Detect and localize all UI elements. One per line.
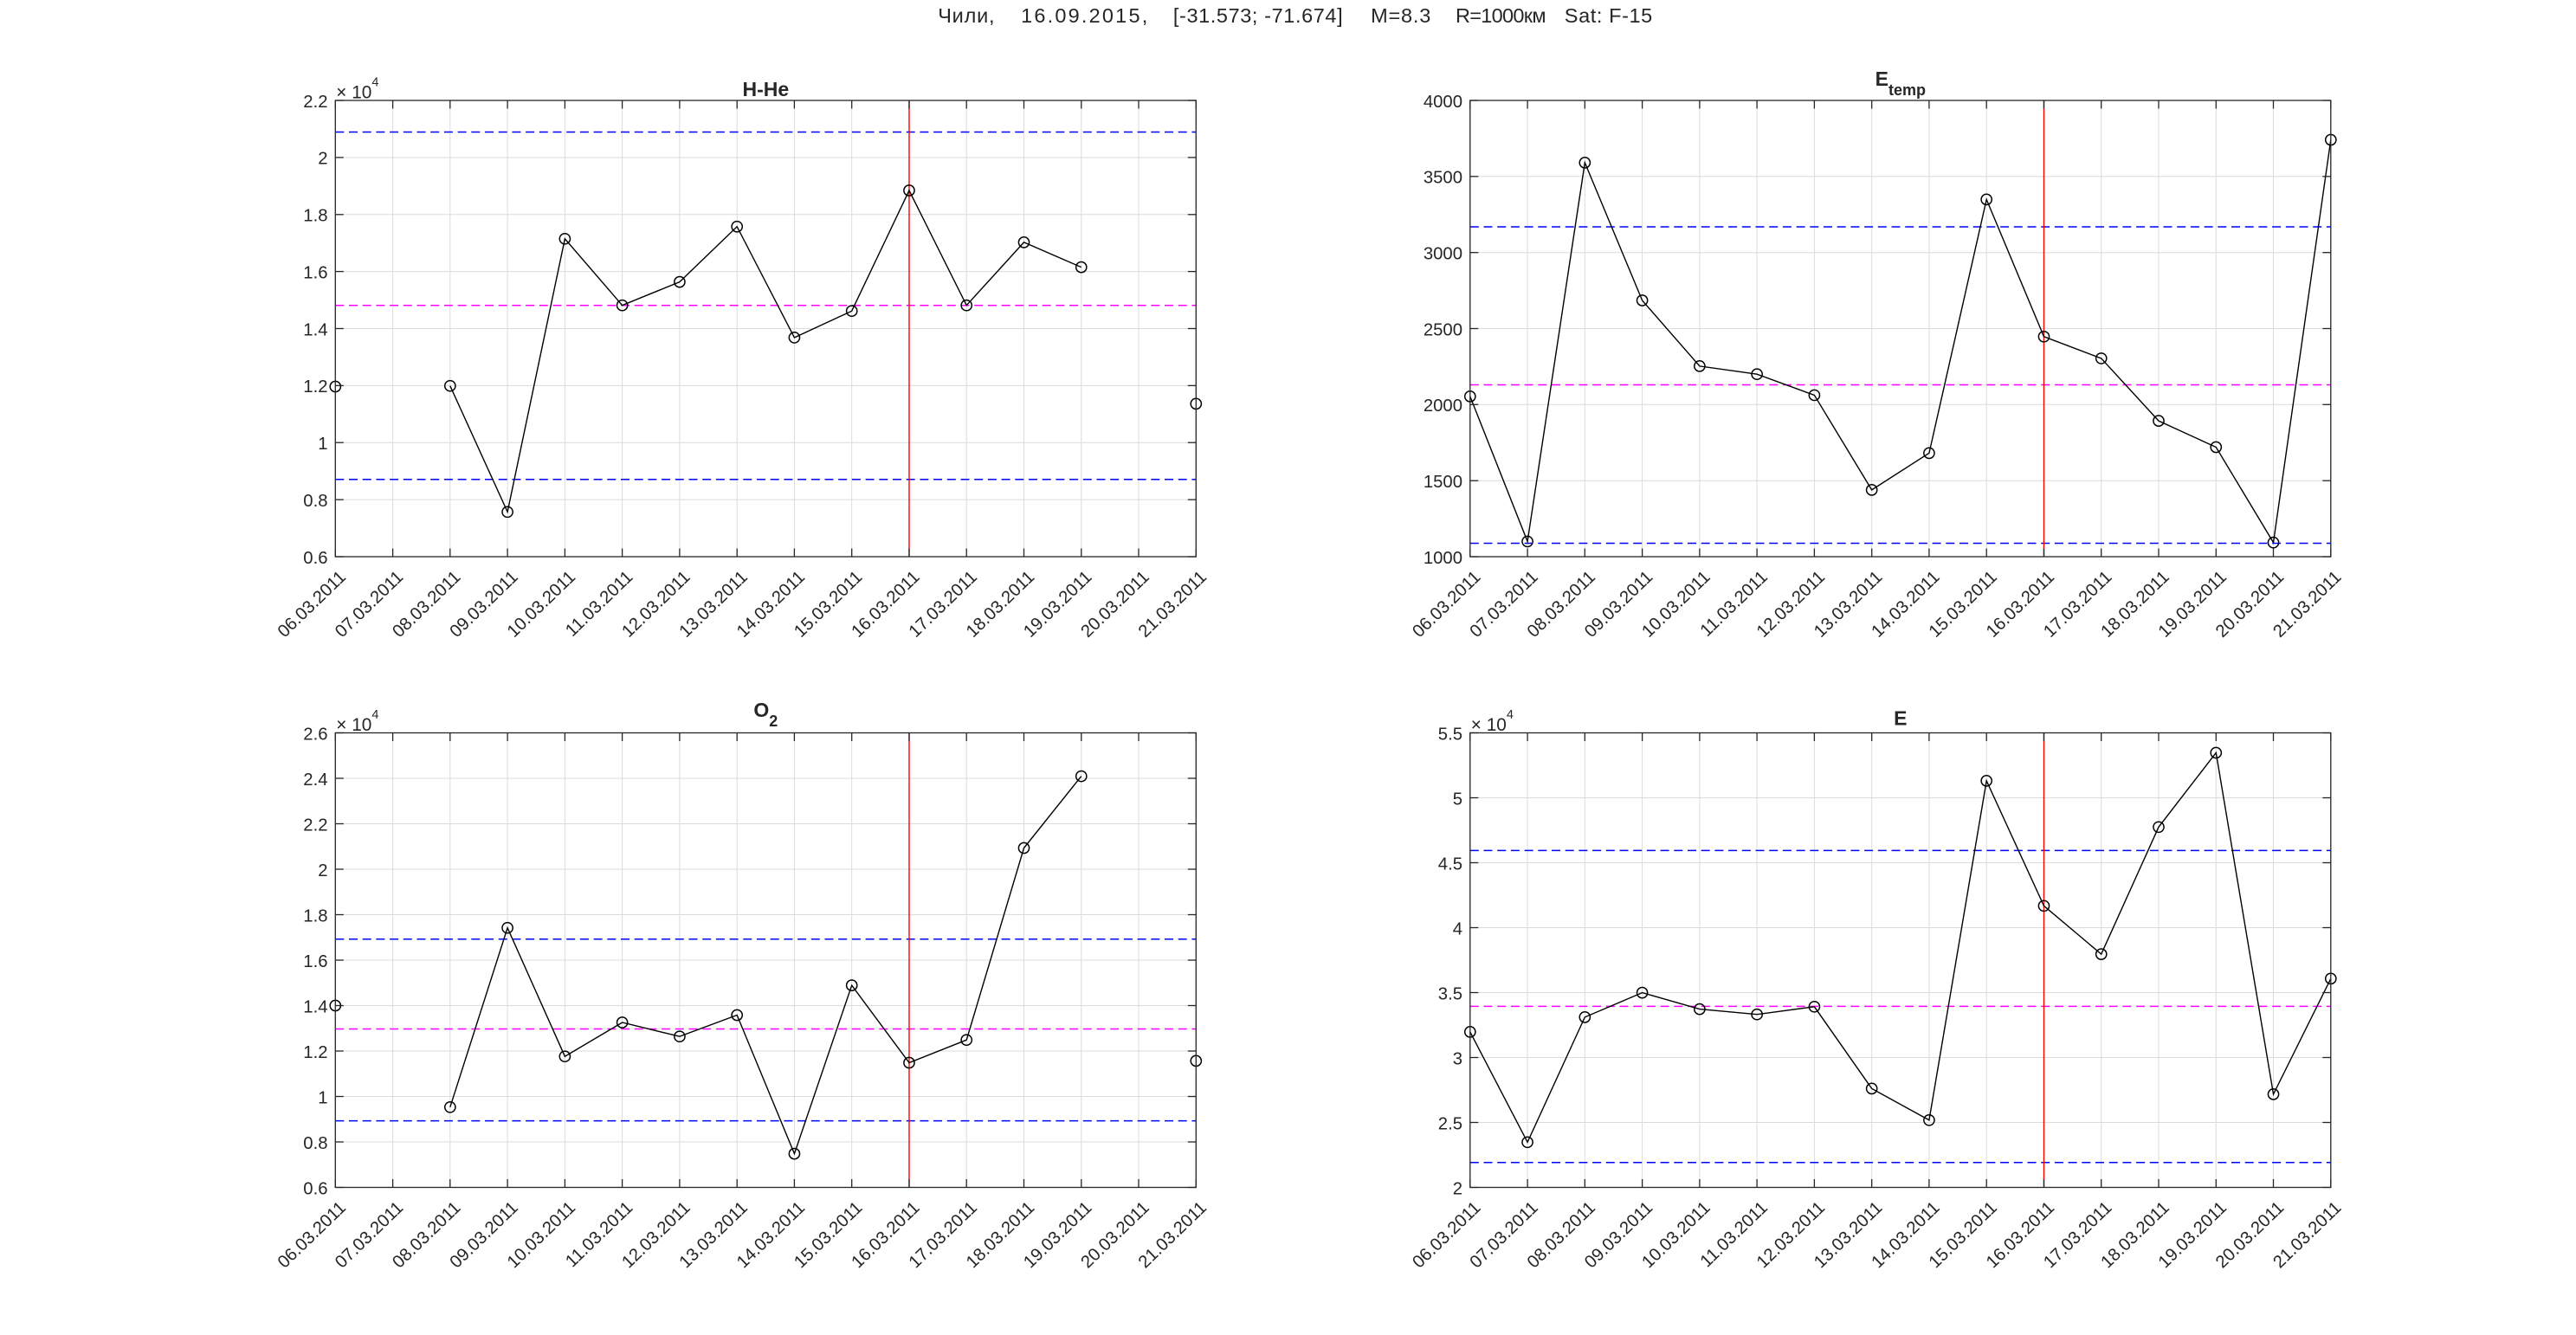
svg-text:5.5: 5.5: [1438, 725, 1462, 744]
svg-text:3.5: 3.5: [1438, 984, 1462, 1003]
svg-text:2.4: 2.4: [303, 771, 327, 790]
svg-text:5: 5: [1453, 790, 1462, 809]
svg-text:R=1000км: R=1000км: [1456, 4, 1546, 27]
svg-text:2: 2: [318, 861, 327, 880]
svg-text:1.8: 1.8: [303, 906, 327, 925]
svg-text:1: 1: [318, 1088, 327, 1107]
svg-text:1000: 1000: [1424, 549, 1462, 568]
svg-text:Sat: F-15: Sat: F-15: [1565, 4, 1653, 27]
svg-text:3500: 3500: [1424, 169, 1462, 188]
svg-text:M=8.3: M=8.3: [1371, 4, 1431, 27]
svg-text:1.4: 1.4: [303, 997, 327, 1016]
svg-text:16.09.2015,: 16.09.2015,: [1021, 4, 1149, 27]
svg-text:Чили,: Чили,: [938, 4, 995, 27]
svg-text:0.6: 0.6: [303, 1179, 327, 1198]
svg-text:2500: 2500: [1424, 320, 1462, 339]
svg-text:0.8: 0.8: [303, 1134, 327, 1153]
svg-text:1.2: 1.2: [303, 377, 327, 397]
svg-text:1.2: 1.2: [303, 1043, 327, 1062]
svg-text:4: 4: [1453, 919, 1462, 938]
svg-text:1: 1: [318, 435, 327, 454]
svg-text:2000: 2000: [1424, 397, 1462, 416]
svg-text:3: 3: [1453, 1049, 1462, 1068]
svg-text:3000: 3000: [1424, 245, 1462, 264]
svg-text:2.2: 2.2: [303, 816, 327, 835]
svg-text:H-He: H-He: [742, 78, 789, 100]
svg-text:1.4: 1.4: [303, 320, 327, 339]
svg-text:4000: 4000: [1424, 93, 1462, 112]
svg-text:2.2: 2.2: [303, 93, 327, 112]
svg-text:0.8: 0.8: [303, 492, 327, 511]
svg-text:2.6: 2.6: [303, 725, 327, 744]
svg-text:2.5: 2.5: [1438, 1114, 1462, 1133]
svg-text:0.6: 0.6: [303, 549, 327, 568]
svg-text:1.6: 1.6: [303, 263, 327, 282]
svg-text:1500: 1500: [1424, 473, 1462, 492]
svg-text:[-31.573; -71.674]: [-31.573; -71.674]: [1173, 4, 1343, 27]
svg-text:E: E: [1894, 706, 1907, 729]
svg-text:1.8: 1.8: [303, 207, 327, 226]
svg-text:4.5: 4.5: [1438, 855, 1462, 874]
svg-text:2: 2: [1453, 1179, 1462, 1198]
svg-text:1.6: 1.6: [303, 952, 327, 971]
svg-text:2: 2: [318, 150, 327, 169]
